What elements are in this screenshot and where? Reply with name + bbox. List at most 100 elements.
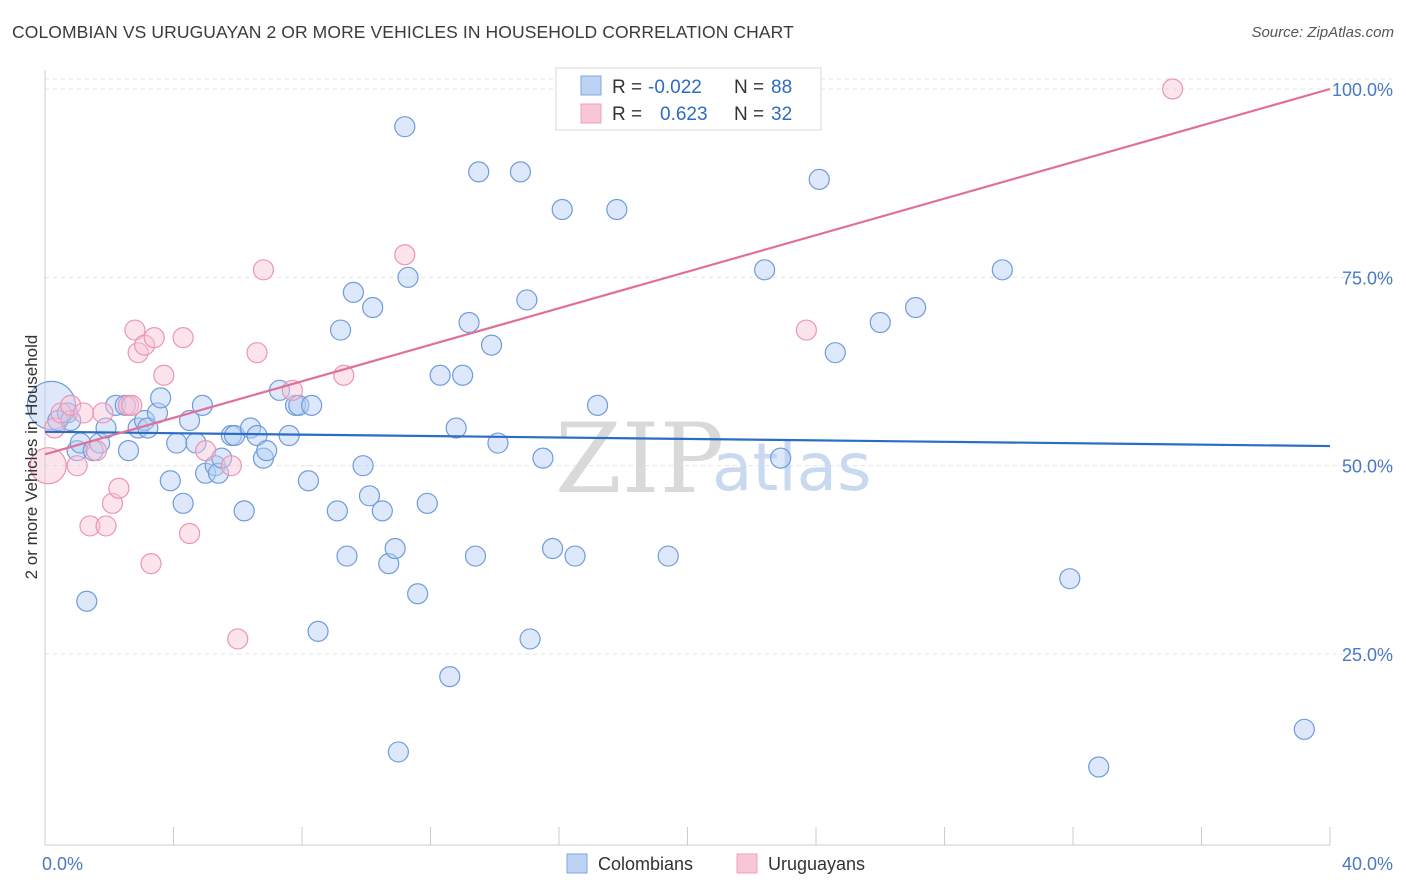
colombians-point-79 xyxy=(824,342,846,364)
uruguayans-point-23 xyxy=(220,455,242,477)
colombians-point-18 xyxy=(159,470,181,492)
colombians-trend-line xyxy=(44,430,1331,448)
uruguayans-point-17 xyxy=(140,552,162,575)
watermark: ZIP atlas xyxy=(555,403,872,515)
series-uruguayans xyxy=(29,78,1184,650)
uruguayans-point-24 xyxy=(227,628,249,650)
colombians-point-77 xyxy=(770,447,792,469)
colombians-point-0 xyxy=(26,380,77,430)
y-tick-label-0: 25.0% xyxy=(1342,645,1393,665)
uruguayans-point-13 xyxy=(121,394,143,416)
stats-legend: R = -0.022 N = 88 R = 0.623 N = 32 xyxy=(555,67,822,131)
watermark-zip: ZIP xyxy=(555,403,724,515)
colombians-point-19 xyxy=(166,432,188,454)
colombians-point-84 xyxy=(1088,756,1110,778)
colombians-point-69 xyxy=(532,447,554,469)
bottom-legend-label-colombians: Colombians xyxy=(598,854,693,874)
series-legend: Colombians Uruguayans xyxy=(566,853,865,874)
colombians-point-72 xyxy=(564,545,586,567)
legend-swatch-colombians xyxy=(580,75,602,96)
uruguayans-point-26 xyxy=(252,259,275,281)
y-tick-label-3: 100.0% xyxy=(1332,80,1393,100)
legend-r-value-2: 0.623 xyxy=(660,104,708,125)
colombians-point-54 xyxy=(397,266,419,288)
colombians-point-30 xyxy=(233,500,255,522)
bottom-legend-swatch-uruguayans xyxy=(736,853,758,874)
colombians-point-71 xyxy=(551,198,573,221)
colombians-point-63 xyxy=(468,161,490,183)
colombians-point-55 xyxy=(407,583,429,605)
series-colombians xyxy=(26,116,1315,778)
legend-n-value-2: 32 xyxy=(771,104,792,125)
colombians-point-49 xyxy=(371,500,393,522)
colombians-point-81 xyxy=(904,296,927,319)
colombians-point-61 xyxy=(458,311,480,334)
colombians-point-60 xyxy=(452,364,474,386)
colombians-point-85 xyxy=(1293,718,1315,740)
y-axis-label: 2 or more Vehicles in Household xyxy=(22,335,41,580)
colombians-point-58 xyxy=(439,665,461,688)
x-tick-label-0: 0.0% xyxy=(42,854,83,874)
y-tick-label-2: 75.0% xyxy=(1342,268,1393,288)
uruguayans-point-9 xyxy=(95,515,117,537)
colombians-point-43 xyxy=(329,319,352,341)
uruguayans-point-25 xyxy=(246,342,268,364)
legend-n-label-1: N = xyxy=(734,77,764,98)
uruguayans-point-11 xyxy=(108,477,130,499)
colombians-point-32 xyxy=(246,424,268,447)
grid-lines xyxy=(45,78,1392,655)
colombians-point-6 xyxy=(76,590,98,612)
colombians-point-44 xyxy=(336,545,358,567)
colombians-point-53 xyxy=(394,116,416,138)
bottom-legend-label-uruguayans: Uruguayans xyxy=(768,854,865,874)
colombians-point-76 xyxy=(753,259,776,281)
uruguayans-point-30 xyxy=(795,319,817,341)
uruguayans-point-6 xyxy=(79,515,101,537)
colombians-point-17 xyxy=(150,387,172,409)
colombians-point-12 xyxy=(117,440,140,462)
colombians-point-42 xyxy=(326,500,348,522)
uruguayans-point-5 xyxy=(72,402,95,424)
colombians-point-78 xyxy=(808,168,830,190)
colombians-point-47 xyxy=(358,485,381,507)
colombians-point-34 xyxy=(256,440,278,462)
chart-source: Source: ZipAtlas.com xyxy=(1251,24,1394,41)
colombians-point-83 xyxy=(1059,568,1081,590)
y-tick-label-1: 50.0% xyxy=(1342,457,1393,477)
uruguayans-point-19 xyxy=(153,364,175,386)
chart-title: COLOMBIAN VS URUGUAYAN 2 OR MORE VEHICLE… xyxy=(12,22,794,42)
colombians-point-65 xyxy=(487,432,509,454)
uruguayans-point-21 xyxy=(178,522,201,545)
uruguayans-trend-line xyxy=(44,87,1331,456)
colombians-point-48 xyxy=(362,296,384,319)
colombians-point-62 xyxy=(464,545,487,567)
colombians-point-80 xyxy=(869,311,891,334)
uruguayans-point-20 xyxy=(172,327,194,349)
x-tick-label-1: 40.0% xyxy=(1342,854,1393,874)
tick-labels: 25.0% 50.0% 75.0% 100.0% 0.0% 40.0% xyxy=(42,80,1393,874)
legend-r-value-1: -0.022 xyxy=(648,77,702,98)
colombians-point-39 xyxy=(297,470,320,492)
colombians-point-51 xyxy=(384,537,406,560)
legend-n-value-1: 88 xyxy=(771,77,792,98)
uruguayans-point-14 xyxy=(124,319,146,341)
uruguayans-point-22 xyxy=(195,440,217,462)
trend-lines xyxy=(44,87,1331,456)
colombians-point-74 xyxy=(606,198,628,221)
colombians-point-57 xyxy=(429,364,451,386)
colombians-point-64 xyxy=(480,334,503,356)
colombians-point-59 xyxy=(445,417,467,439)
legend-n-label-2: N = xyxy=(734,104,764,125)
colombians-point-46 xyxy=(352,455,374,477)
colombians-point-56 xyxy=(416,492,438,514)
colombians-point-66 xyxy=(509,161,532,183)
colombians-point-52 xyxy=(387,741,409,763)
colombians-point-70 xyxy=(541,537,564,560)
colombians-point-73 xyxy=(586,394,609,416)
legend-r-label-2: R = xyxy=(612,104,642,125)
colombians-point-82 xyxy=(991,259,1013,281)
uruguayans-point-0 xyxy=(29,447,67,485)
colombians-point-41 xyxy=(307,620,329,643)
uruguayans-point-4 xyxy=(66,455,88,477)
